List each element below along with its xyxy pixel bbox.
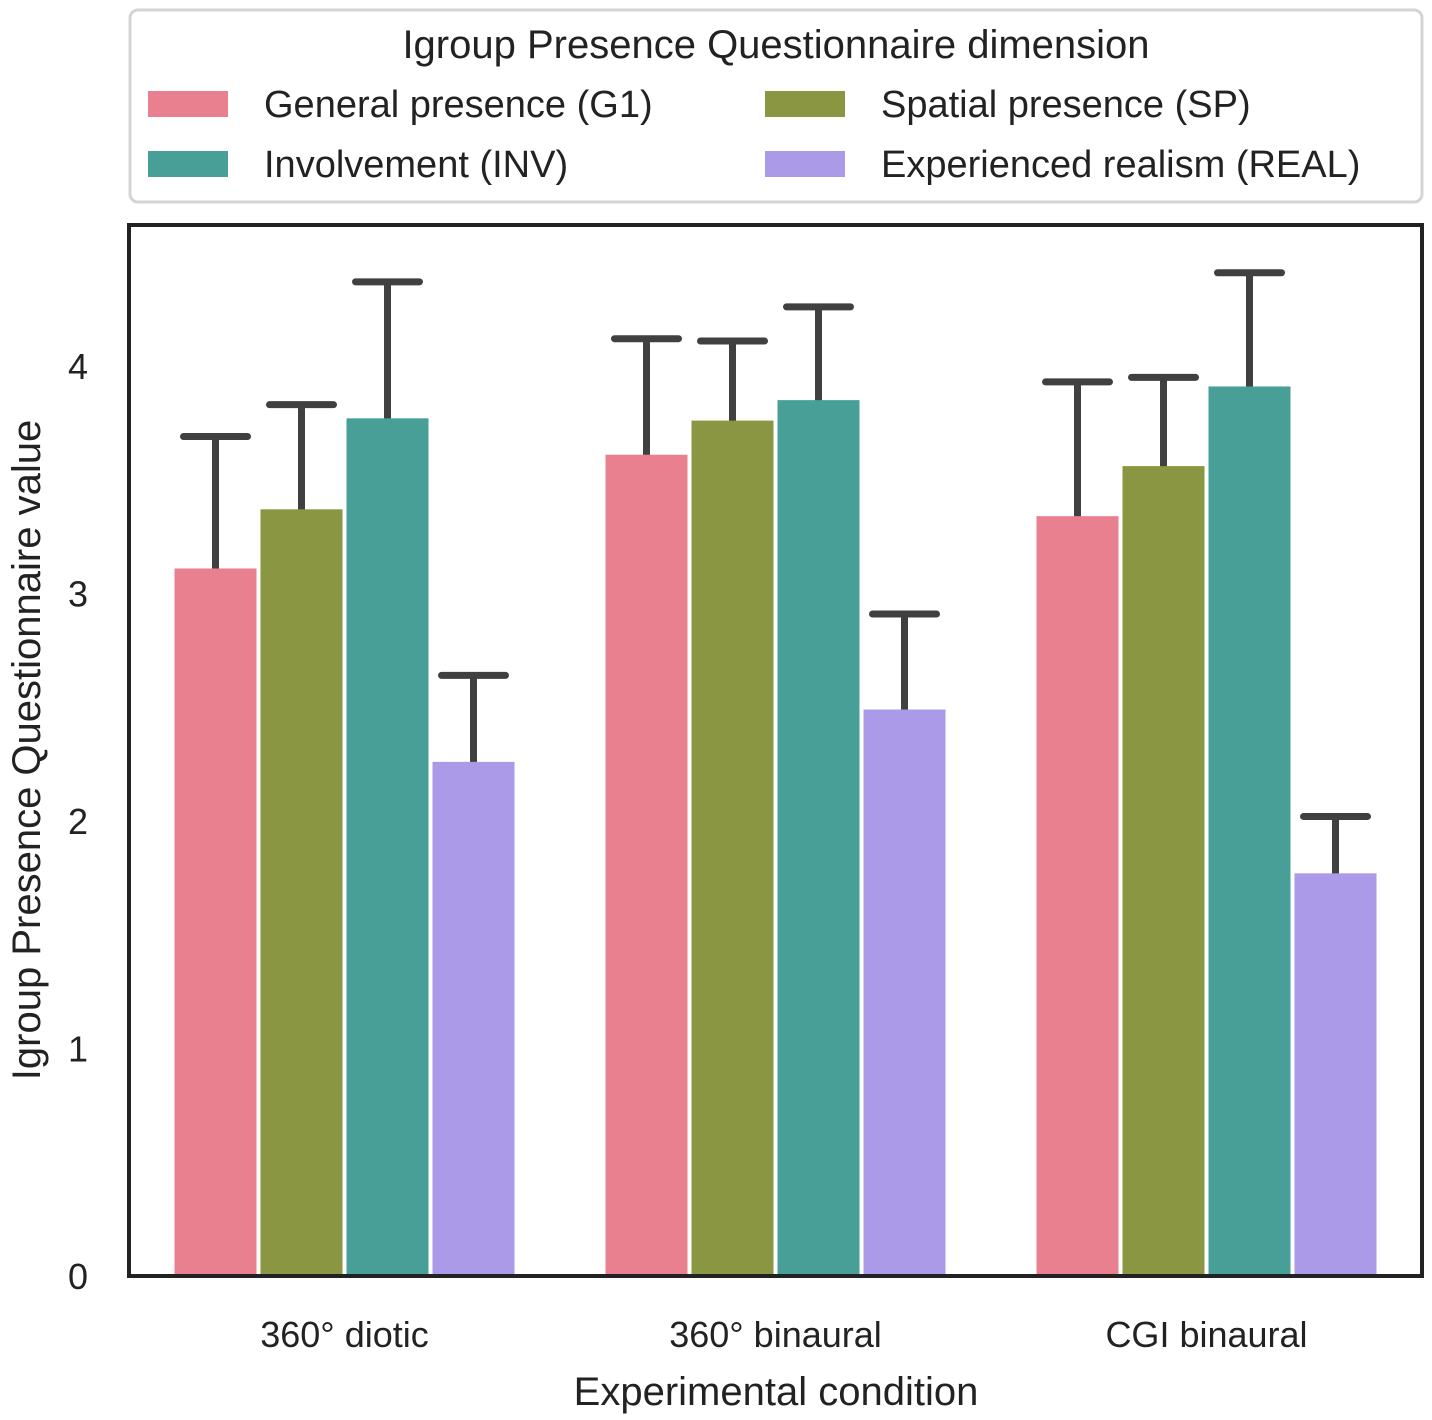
legend-entry-4: Experienced realism (REAL) [765, 144, 1360, 186]
bar-4-1 [432, 761, 515, 1276]
bar-1-2 [605, 454, 688, 1277]
legend-entry-1: General presence (G1) [148, 84, 653, 126]
bar-1-3 [1036, 516, 1119, 1276]
legend-swatch [148, 151, 228, 177]
legend-swatch [765, 91, 845, 117]
legend-label: General presence (G1) [264, 84, 653, 126]
x-tick-label: CGI binaural [1105, 1314, 1307, 1355]
bar-4-2 [863, 709, 946, 1276]
legend-title: Igroup Presence Questionnaire dimension [402, 23, 1149, 67]
bar-2-1 [260, 509, 343, 1276]
x-tick-label: 360° diotic [260, 1314, 429, 1355]
y-axis-title: Igroup Presence Questionnaire value [5, 420, 49, 1080]
x-axis-title: Experimental condition [574, 1370, 979, 1414]
x-tick-label: 360° binaural [669, 1314, 882, 1355]
legend-entry-3: Involvement (INV) [148, 144, 568, 186]
legend-swatch [148, 91, 228, 117]
legend-label: Experienced realism (REAL) [881, 144, 1360, 186]
x-ticks: 360° diotic 360° binaural CGI binaural [260, 1314, 1307, 1355]
bar-2-2 [691, 420, 774, 1277]
bar-3-2 [777, 400, 860, 1276]
plot-frame [127, 223, 1424, 1278]
legend-entry-2: Spatial presence (SP) [765, 84, 1251, 126]
y-tick-label: 3 [68, 574, 88, 615]
bar-3-3 [1208, 386, 1291, 1277]
y-tick-label: 0 [68, 1256, 88, 1297]
y-tick-label: 4 [68, 346, 88, 387]
legend-label: Spatial presence (SP) [881, 84, 1251, 126]
y-ticks: 0 1 2 3 4 [68, 346, 88, 1297]
y-tick-label: 2 [68, 801, 88, 842]
legend-swatch [765, 151, 845, 177]
plot-area [174, 269, 1377, 1277]
bar-2-3 [1122, 466, 1205, 1277]
legend-label: Involvement (INV) [264, 144, 568, 186]
bar-3-1 [346, 418, 429, 1276]
y-tick-label: 1 [68, 1029, 88, 1070]
legend: Igroup Presence Questionnaire dimension … [128, 8, 1424, 204]
bar-4-3 [1294, 873, 1377, 1276]
bar-1-1 [174, 568, 257, 1276]
